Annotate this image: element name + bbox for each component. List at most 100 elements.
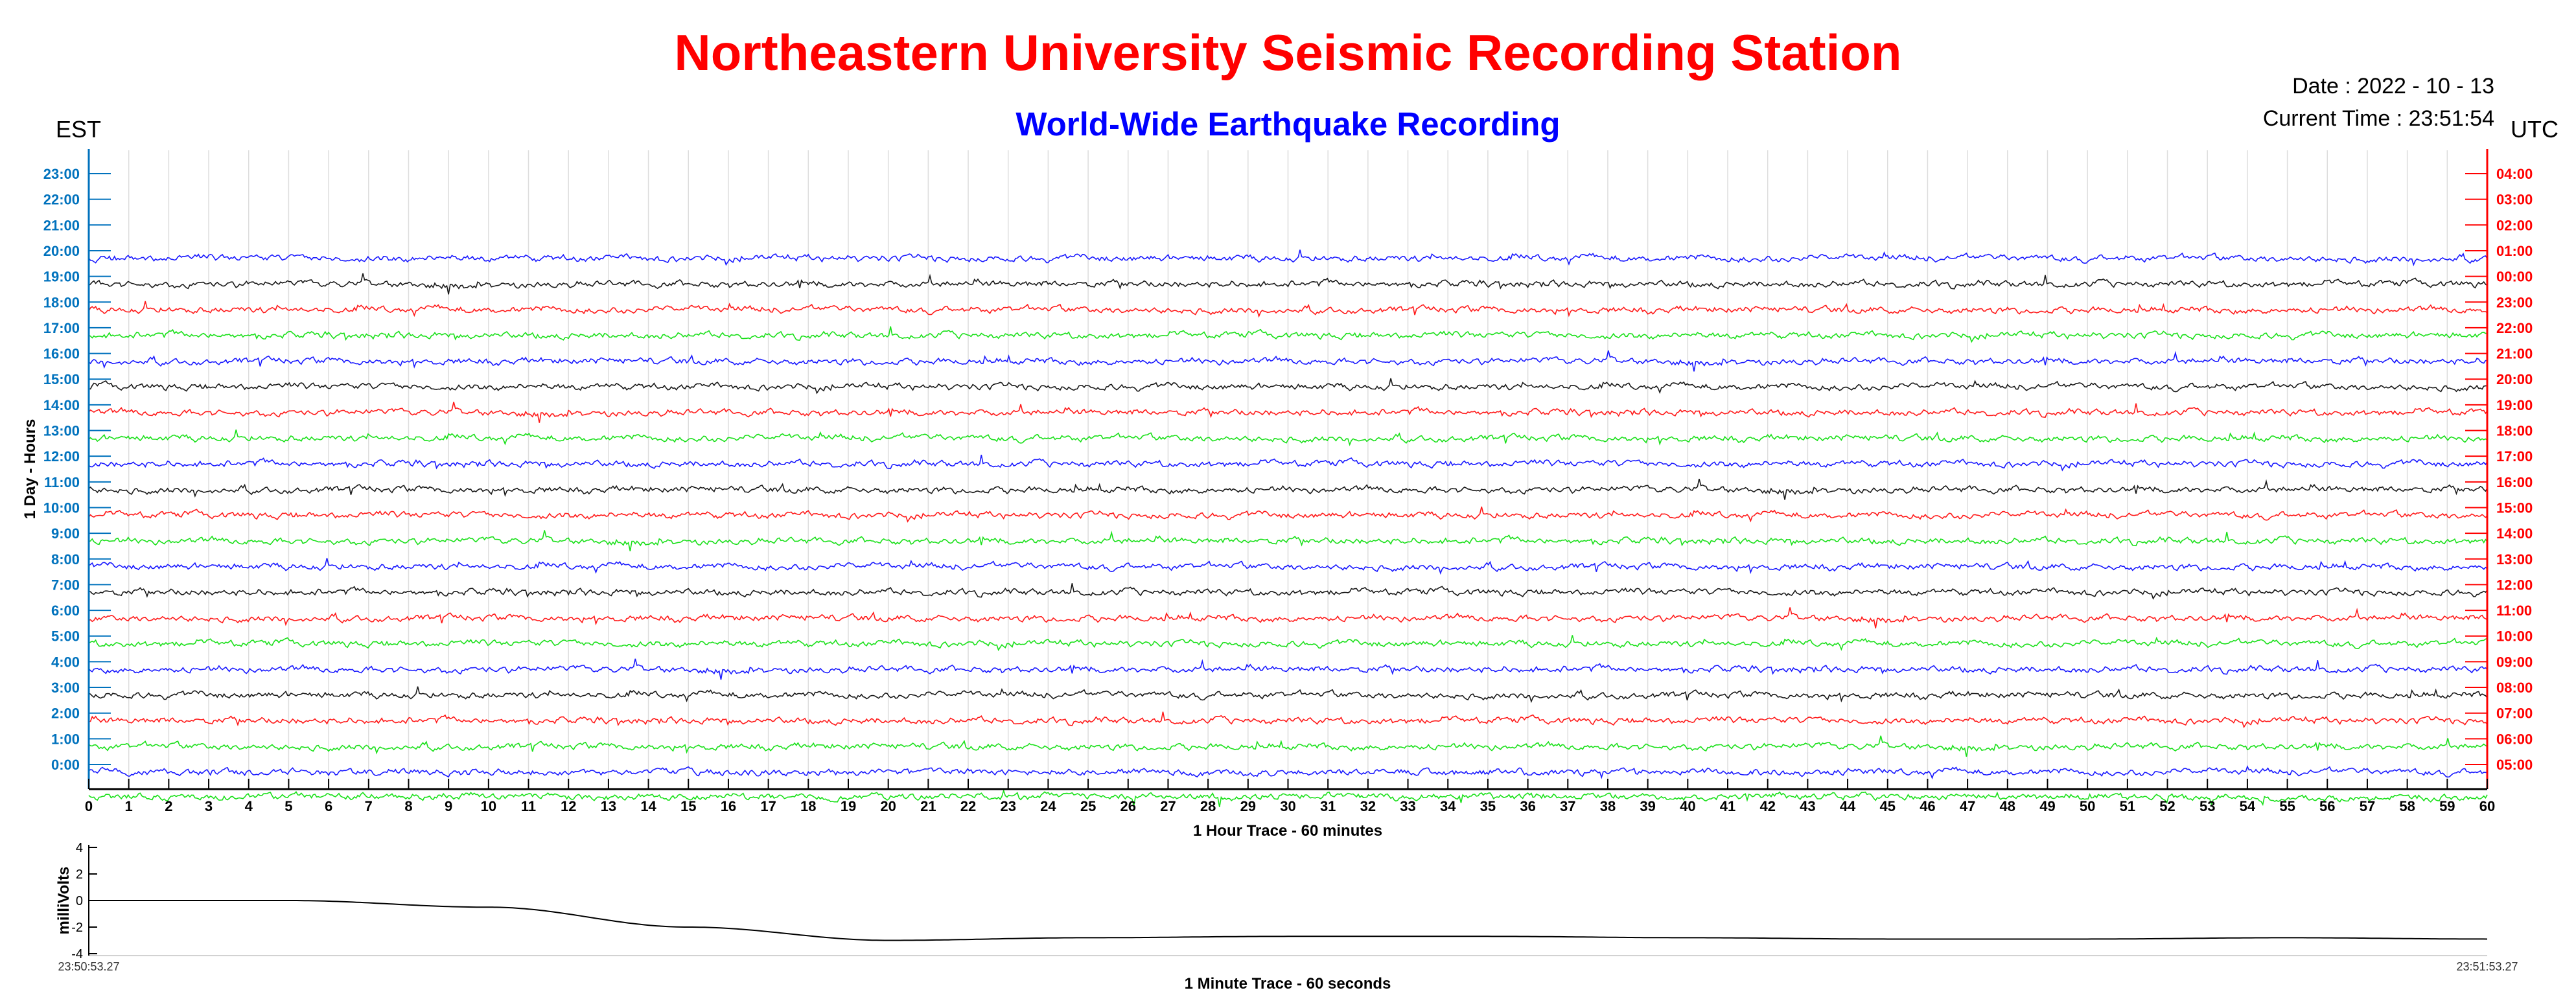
est-tick-label: 1:00: [51, 731, 80, 747]
x-tick-label: 48: [2000, 798, 2015, 814]
x-axis-label: 1 Hour Trace - 60 minutes: [1193, 822, 1382, 840]
hour-trace: [88, 326, 2487, 343]
utc-tick-label: 16:00: [2496, 474, 2533, 490]
x-tick-label: 34: [1440, 798, 1456, 814]
x-tick-label: 4: [245, 798, 253, 814]
x-tick-label: 11: [521, 798, 536, 814]
x-tick-label: 60: [2479, 798, 2495, 814]
x-tick-label: 51: [2120, 798, 2135, 814]
x-tick-label: 0: [85, 798, 93, 814]
est-tick-label: 7:00: [51, 577, 80, 593]
utc-tick-label: 18:00: [2496, 423, 2533, 439]
est-tick-label: 20:00: [43, 243, 80, 259]
x-tick-label: 39: [1640, 798, 1655, 814]
utc-tick-label: 20:00: [2496, 371, 2533, 387]
x-tick-label: 5: [284, 798, 292, 814]
hour-trace: [88, 350, 2487, 372]
utc-tick-label: 04:00: [2496, 166, 2533, 182]
hour-traces: [88, 249, 2488, 807]
minute-y-tick-label: 2: [76, 867, 83, 882]
est-tick-label: 0:00: [51, 757, 80, 773]
x-tick-label: 42: [1759, 798, 1775, 814]
minute-y-tick-label: 0: [76, 894, 83, 908]
x-tick-label: 21: [920, 798, 936, 814]
date-readout: Date : 2022 - 10 - 13: [2292, 74, 2494, 98]
utc-tick-label: 12:00: [2496, 577, 2533, 593]
minute-y-tick-label: -4: [71, 947, 83, 961]
est-tick-label: 12:00: [43, 448, 80, 465]
hour-trace: [88, 658, 2488, 680]
est-tick-label: 11:00: [44, 474, 80, 490]
x-tick-label: 19: [841, 798, 856, 814]
hour-trace: [88, 430, 2488, 446]
est-tick-label: 2:00: [51, 706, 80, 722]
hour-trace: [88, 273, 2488, 295]
x-tick-label: 30: [1280, 798, 1295, 814]
x-tick-label: 31: [1320, 798, 1336, 814]
minute-y-tick-label: -2: [71, 921, 83, 935]
x-tick-label: 56: [2319, 798, 2335, 814]
utc-tick-label: 01:00: [2496, 243, 2533, 259]
x-tick-label: 15: [680, 798, 696, 814]
x-tick-label: 58: [2399, 798, 2415, 814]
hour-trace: [88, 607, 2488, 628]
x-tick-label: 57: [2360, 798, 2375, 814]
current-time-readout: Current Time : 23:51:54: [2262, 106, 2494, 131]
hour-trace: [88, 764, 2488, 780]
x-tick-label: 41: [1720, 798, 1735, 814]
x-tick-label: 53: [2199, 798, 2215, 814]
x-tick-label: 33: [1400, 798, 1415, 814]
utc-tick-label: 13:00: [2496, 551, 2533, 568]
x-tick-label: 8: [404, 798, 412, 814]
utc-tick-label: 21:00: [2496, 346, 2533, 362]
hour-trace: [88, 530, 2488, 551]
x-tick-label: 55: [2279, 798, 2295, 814]
est-tick-label: 9:00: [51, 525, 80, 542]
utc-tick-label: 09:00: [2496, 654, 2533, 670]
utc-tick-label: 08:00: [2496, 680, 2533, 696]
utc-tick-label: 17:00: [2496, 448, 2533, 465]
x-tick-label: 40: [1680, 798, 1695, 814]
x-tick-label: 29: [1240, 798, 1256, 814]
hour-trace: [88, 454, 2488, 472]
x-tick-label: 24: [1040, 798, 1056, 814]
hour-trace: [88, 583, 2488, 600]
est-tick-label: 21:00: [43, 217, 80, 233]
est-tick-label: 15:00: [43, 371, 80, 387]
est-tick-label: 10:00: [43, 500, 80, 516]
minute-trace-line: [89, 900, 2488, 941]
x-tick-label: 6: [325, 798, 332, 814]
est-tick-label: 6:00: [51, 603, 80, 619]
est-tick-label: 4:00: [51, 654, 80, 670]
y-axis-label: 1 Day - Hours: [21, 419, 39, 520]
x-tick-label: 14: [640, 798, 656, 814]
hour-trace: [88, 506, 2488, 523]
utc-tick-label: 23:00: [2496, 294, 2533, 310]
x-tick-label: 59: [2439, 798, 2455, 814]
utc-tick-label: 05:00: [2496, 757, 2533, 773]
x-tick-label: 43: [1800, 798, 1815, 814]
x-tick-label: 47: [1960, 798, 1975, 814]
est-tick-label: 8:00: [51, 551, 80, 568]
x-tick-label: 9: [445, 798, 452, 814]
x-tick-label: 26: [1120, 798, 1136, 814]
hour-trace: [88, 788, 2488, 807]
x-tick-label: 46: [1920, 798, 1935, 814]
x-tick-label: 28: [1200, 798, 1216, 814]
x-tick-label: 32: [1360, 798, 1376, 814]
x-tick-label: 7: [365, 798, 373, 814]
x-tick-label: 12: [561, 798, 576, 814]
x-tick-label: 35: [1480, 798, 1496, 814]
hour-trace: [88, 635, 2488, 652]
est-tick-label: 5:00: [51, 628, 80, 645]
utc-tick-label: 02:00: [2496, 217, 2533, 233]
page-title: Northeastern University Seismic Recordin…: [674, 24, 1902, 81]
est-tick-label: 17:00: [43, 320, 80, 336]
minute-grid: [128, 150, 2448, 788]
utc-tick-label: 07:00: [2496, 706, 2533, 722]
est-tick-label: 16:00: [43, 346, 80, 362]
hour-trace: [88, 711, 2488, 729]
est-tick-label: 23:00: [43, 166, 80, 182]
axis-ticks: 0 1 2 3 4 5 6 7 8 9 10 11 12 13 14 15 16 17 18 19 20 21 22 23 24…: [43, 166, 2533, 814]
est-tick-label: 13:00: [43, 423, 80, 439]
